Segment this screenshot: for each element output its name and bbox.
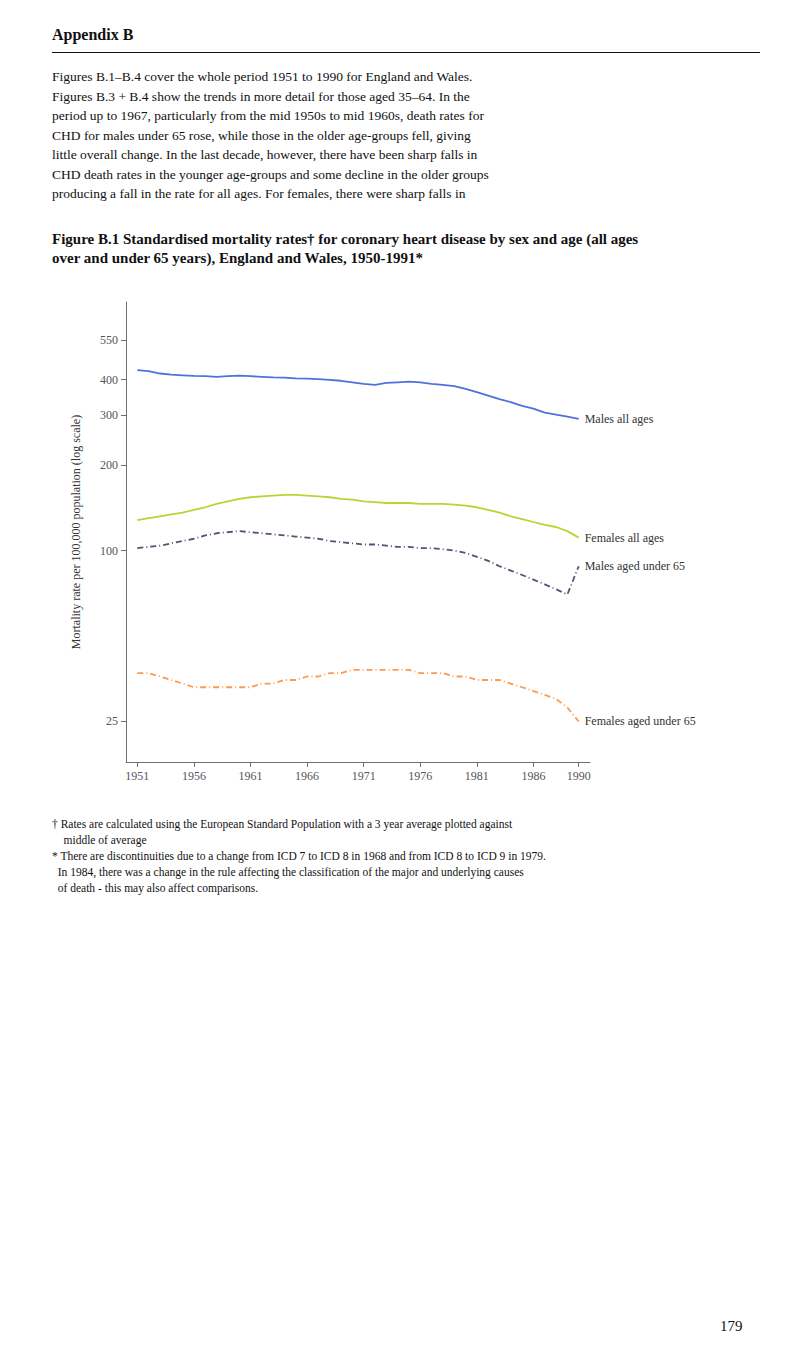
svg-text:1966: 1966 xyxy=(295,769,319,783)
svg-text:1951: 1951 xyxy=(125,769,149,783)
html-text:CHD death rates in the younger: CHD death rates in the younger age-group… xyxy=(52,166,489,182)
svg-text:1956: 1956 xyxy=(182,769,206,783)
svg-text:1986: 1986 xyxy=(521,769,545,783)
html-text:In 1984, there was a change in: In 1984, there was a change in the rule … xyxy=(52,865,524,878)
svg-text:25: 25 xyxy=(106,714,118,728)
html-text:Appendix B: Appendix B xyxy=(52,26,134,43)
html-text:little overall change. In the: little overall change. In the last decad… xyxy=(52,147,478,162)
html-text:CHD for males under 65 rose, w: CHD for males under 65 rose, while those… xyxy=(52,127,471,143)
svg-text:550: 550 xyxy=(100,333,118,347)
svg-text:Females all ages: Females all ages xyxy=(585,530,665,544)
svg-text:1976: 1976 xyxy=(408,769,432,783)
svg-text:Males aged under 65: Males aged under 65 xyxy=(585,559,685,573)
svg-text:Males all ages: Males all ages xyxy=(585,411,654,425)
svg-text:400: 400 xyxy=(100,372,118,386)
html-text:Figures B.3 + B.4 show the tre: Figures B.3 + B.4 show the trends in mor… xyxy=(52,88,470,104)
svg-text:1990: 1990 xyxy=(567,769,591,783)
html-text:† Rates are calculated using t: † Rates are calculated using the Europea… xyxy=(52,817,513,830)
svg-text:1961: 1961 xyxy=(238,769,262,783)
svg-text:300: 300 xyxy=(100,408,118,422)
svg-text:200: 200 xyxy=(100,458,118,472)
html-text:period up to 1967, particularl: period up to 1967, particularly from the… xyxy=(52,108,484,123)
html-text:Figures B.1–B.4 cover the whol: Figures B.1–B.4 cover the whole period 1… xyxy=(52,69,473,84)
svg-text:Females aged under 65: Females aged under 65 xyxy=(585,714,696,728)
svg-text:100: 100 xyxy=(100,543,118,557)
svg-text:Mortality rate per 100,000 pop: Mortality rate per 100,000 population (l… xyxy=(69,414,83,648)
html-text:Figure B.1 Standardised mortal: Figure B.1 Standardised mortality rates†… xyxy=(52,230,639,266)
html-text:of death - this may also affec: of death - this may also affect comparis… xyxy=(52,881,259,894)
html-text:producing a fall in the rate f: producing a fall in the rate for all age… xyxy=(52,186,466,201)
html-text:* There are discontinuities du: * There are discontinuities due to a cha… xyxy=(52,849,546,862)
svg-text:1971: 1971 xyxy=(352,769,376,783)
html-text:179: 179 xyxy=(720,1318,743,1334)
html-text:middle of average: middle of average xyxy=(52,833,147,846)
svg-text:1981: 1981 xyxy=(465,769,489,783)
